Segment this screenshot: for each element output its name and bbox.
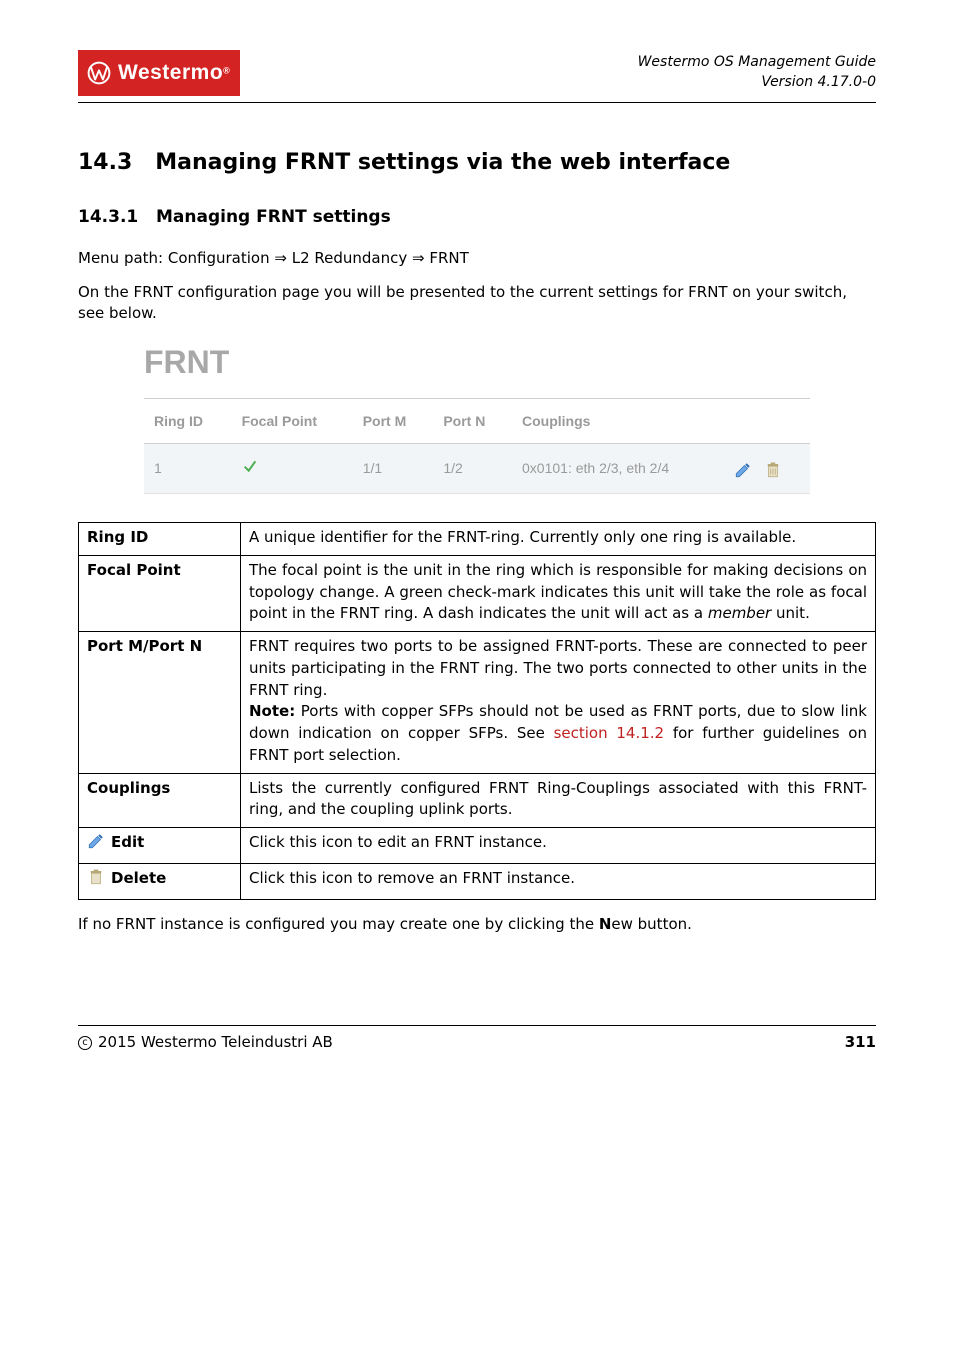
footer-divider	[78, 1025, 876, 1026]
edit-icon[interactable]	[734, 461, 752, 479]
page-number: 311	[845, 1032, 876, 1054]
trash-icon	[87, 868, 107, 893]
header-divider	[78, 102, 876, 103]
cell-port-m: 1/1	[353, 443, 434, 493]
after-note: If no FRNT instance is configured you ma…	[78, 914, 876, 936]
header-right: Westermo OS Management Guide Version 4.1…	[638, 50, 876, 93]
desc-key: Couplings	[79, 773, 241, 828]
desc-val: FRNT requires two ports to be assigned F…	[241, 632, 876, 774]
col-port-m: Port M	[353, 398, 434, 443]
section-link[interactable]: section 14.1.2	[554, 724, 665, 742]
frnt-screenshot-title: FRNT	[144, 339, 876, 385]
delete-icon[interactable]	[764, 461, 782, 479]
desc-key: Edit	[79, 828, 241, 864]
menu-path: Menu path: Configuration ⇒ L2 Redundancy…	[78, 248, 876, 270]
desc-val: Click this icon to remove an FRNT instan…	[241, 863, 876, 899]
cell-couplings: 0x0101: eth 2/3, eth 2/4	[512, 443, 724, 493]
check-icon	[242, 458, 258, 474]
desc-row-delete: Delete Click this icon to remove an FRNT…	[79, 863, 876, 899]
col-ring-id: Ring ID	[144, 398, 232, 443]
desc-val: The focal point is the unit in the ring …	[241, 555, 876, 631]
copyright-icon: c	[78, 1036, 92, 1050]
desc-val: A unique identifier for the FRNT-ring. C…	[241, 523, 876, 556]
col-actions	[724, 398, 810, 443]
col-couplings: Couplings	[512, 398, 724, 443]
desc-row-port-m-n: Port M/Port N FRNT requires two ports to…	[79, 632, 876, 774]
desc-key: Port M/Port N	[79, 632, 241, 774]
frnt-screenshot-table: Ring ID Focal Point Port M Port N Coupli…	[144, 398, 810, 495]
desc-row-ring-id: Ring ID A unique identifier for the FRNT…	[79, 523, 876, 556]
shot-data-row: 1 1/1 1/2 0x0101: eth 2/3, eth 2/4	[144, 443, 810, 493]
shot-header-row: Ring ID Focal Point Port M Port N Coupli…	[144, 398, 810, 443]
section-heading: 14.3 Managing FRNT settings via the web …	[78, 147, 876, 179]
page-footer: c 2015 Westermo Teleindustri AB 311	[78, 1032, 876, 1054]
desc-val: Click this icon to edit an FRNT instance…	[241, 828, 876, 864]
cell-ring-id: 1	[144, 443, 232, 493]
desc-row-couplings: Couplings Lists the currently configured…	[79, 773, 876, 828]
brand-logo: Westermo®	[78, 50, 240, 96]
cell-actions	[724, 443, 810, 493]
intro-paragraph: On the FRNT configuration page you will …	[78, 282, 876, 326]
logo-w-icon	[86, 60, 112, 86]
desc-val: Lists the currently configured FRNT Ring…	[241, 773, 876, 828]
page-header: Westermo® Westermo OS Management Guide V…	[78, 50, 876, 96]
doc-version: Version 4.17.0-0	[638, 72, 876, 92]
desc-key: Delete	[79, 863, 241, 899]
desc-key: Ring ID	[79, 523, 241, 556]
col-port-n: Port N	[433, 398, 512, 443]
pencil-icon	[87, 832, 107, 857]
logo-text: Westermo®	[118, 58, 230, 88]
doc-title: Westermo OS Management Guide	[638, 52, 876, 72]
subsection-heading: 14.3.1 Managing FRNT settings	[78, 205, 876, 230]
copyright: c 2015 Westermo Teleindustri AB	[78, 1032, 333, 1054]
cell-focal-point	[232, 443, 353, 493]
description-table: Ring ID A unique identifier for the FRNT…	[78, 522, 876, 900]
col-focal-point: Focal Point	[232, 398, 353, 443]
cell-port-n: 1/2	[433, 443, 512, 493]
desc-key: Focal Point	[79, 555, 241, 631]
desc-row-focal-point: Focal Point The focal point is the unit …	[79, 555, 876, 631]
desc-row-edit: Edit Click this icon to edit an FRNT ins…	[79, 828, 876, 864]
